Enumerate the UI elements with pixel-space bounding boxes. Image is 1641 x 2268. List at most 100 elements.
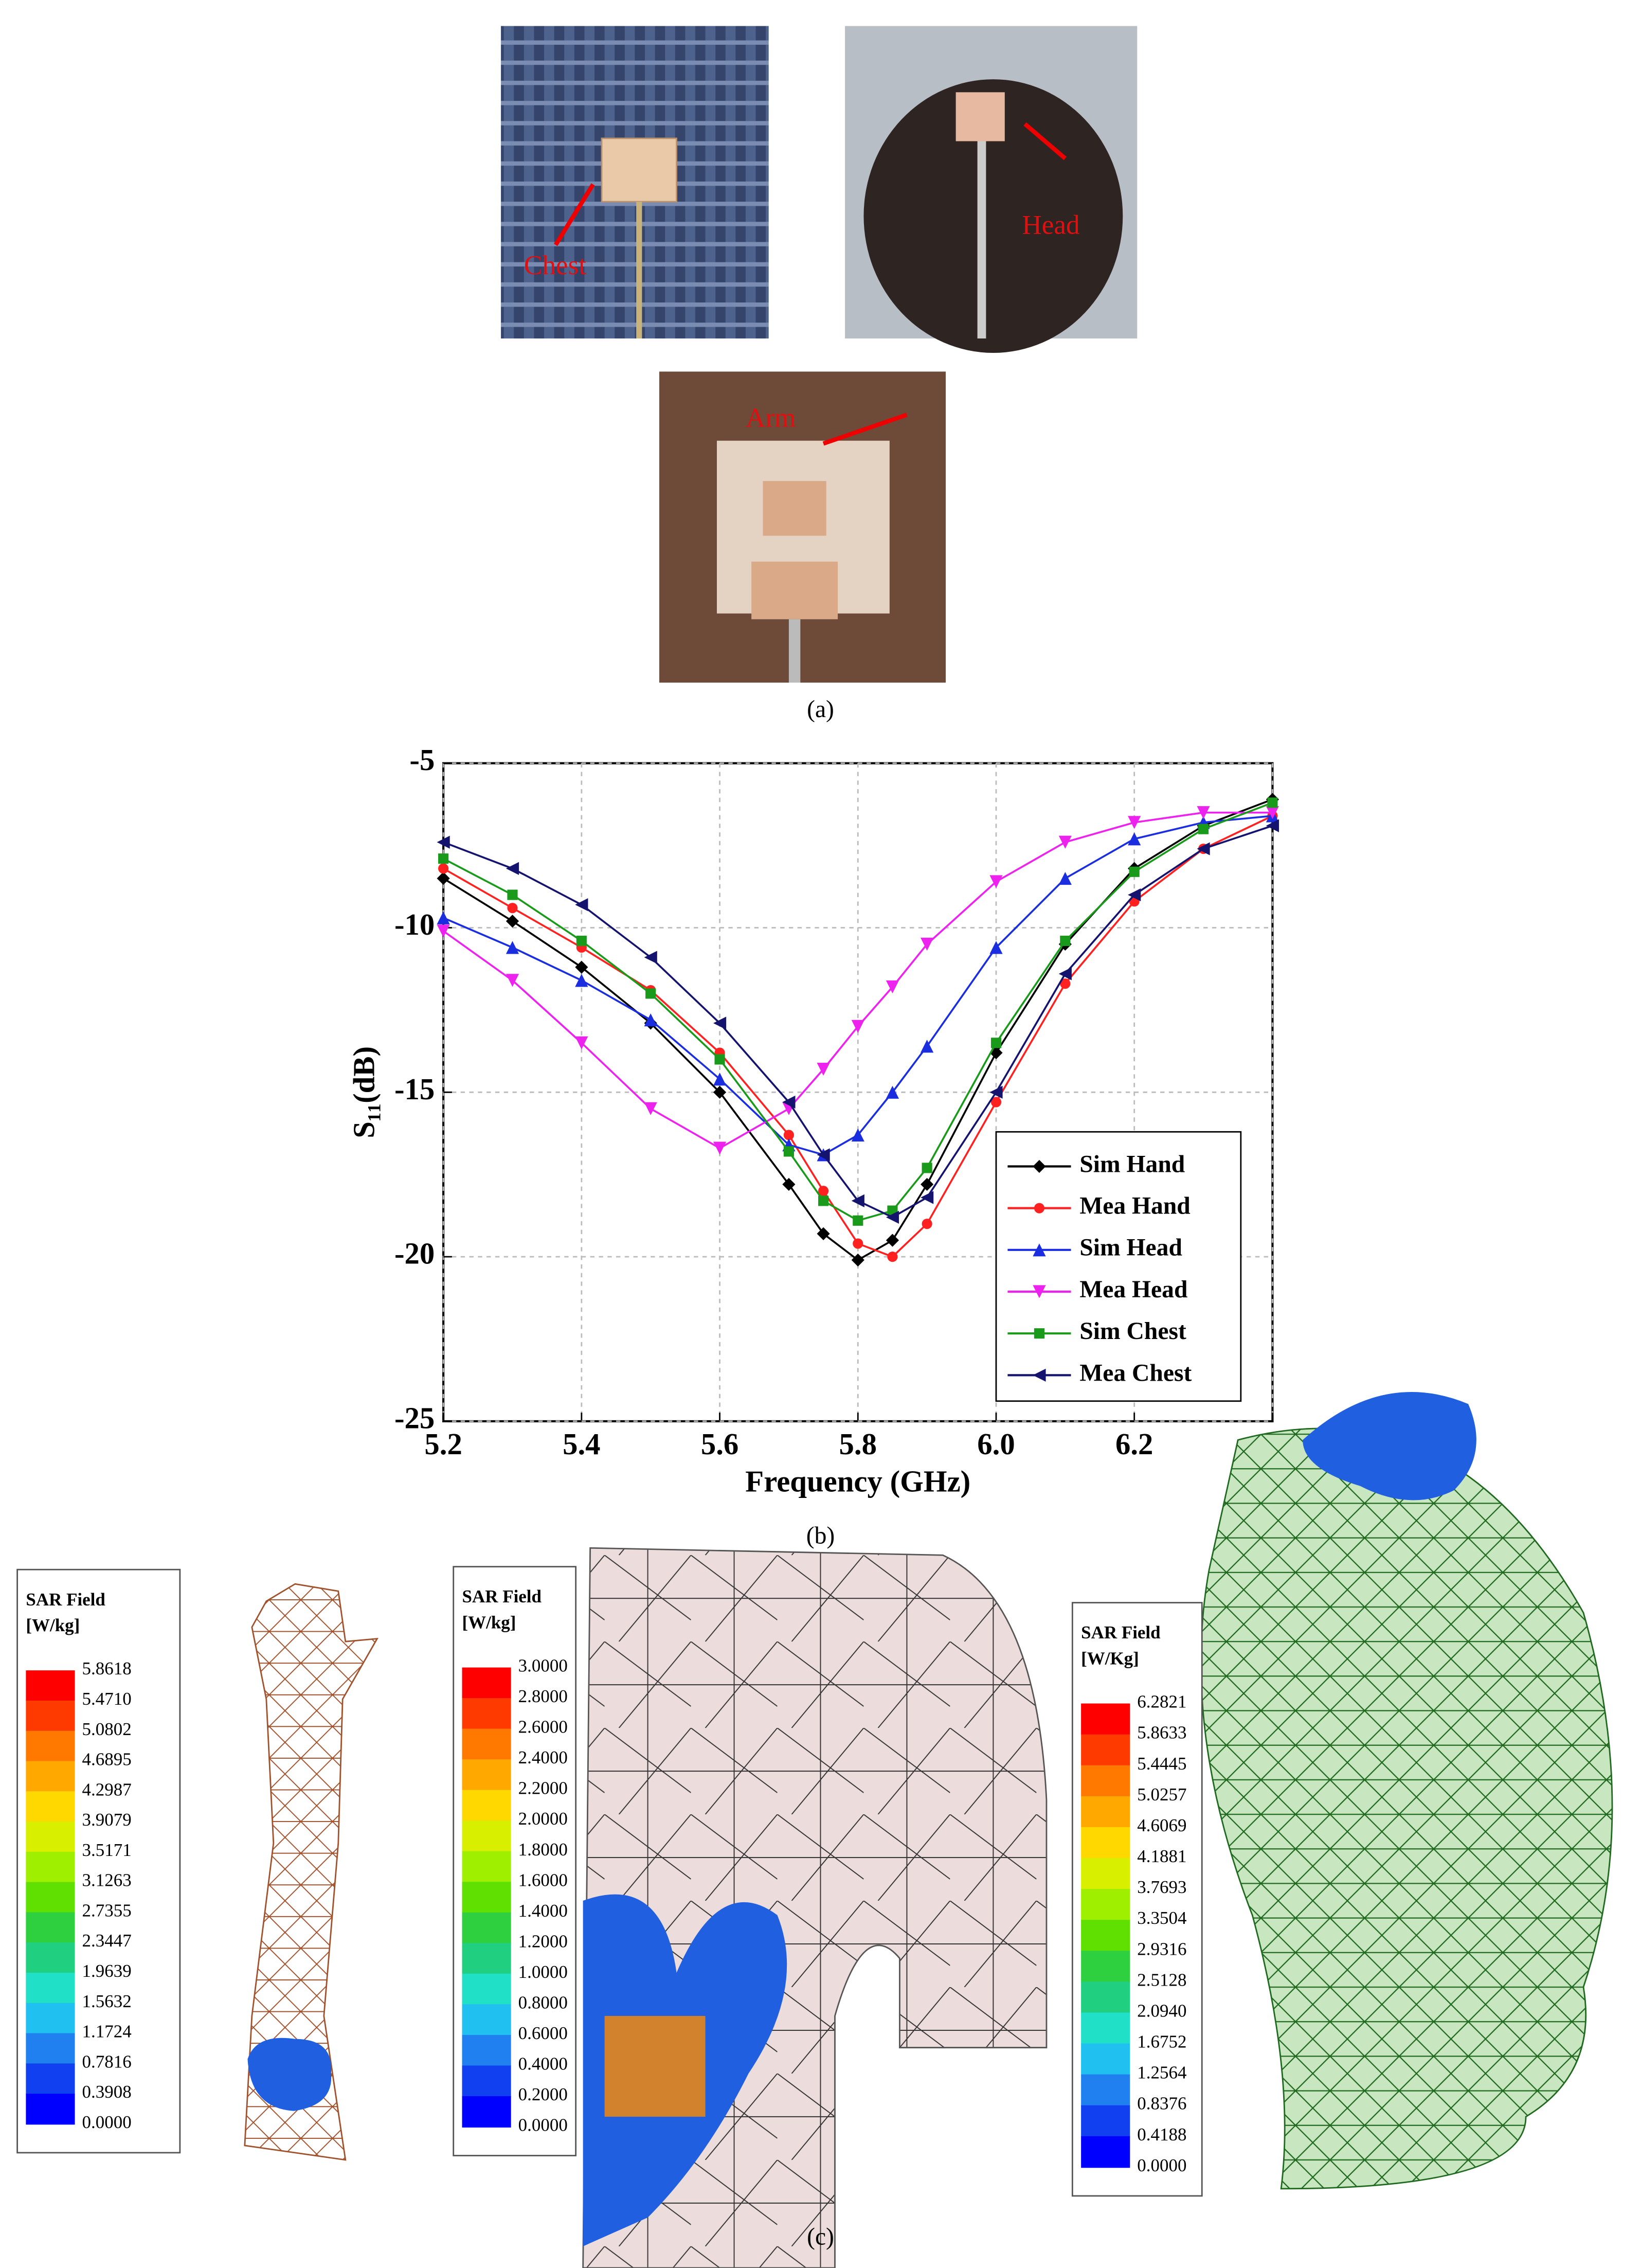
marker — [507, 903, 518, 914]
scale-label: 2.0000 — [518, 1809, 568, 1829]
marker — [817, 1227, 830, 1240]
scale-label: 3.0000 — [518, 1656, 568, 1676]
legend-unit: [W/Kg] — [1081, 1649, 1139, 1669]
x-tick-label: 5.8 — [839, 1427, 877, 1461]
photo-chest: Chest — [501, 26, 769, 338]
marker — [437, 835, 450, 849]
color-band — [1081, 2105, 1130, 2137]
marker — [1033, 1159, 1046, 1173]
marker — [713, 1073, 727, 1086]
legend-label: Sim Chest — [1079, 1318, 1186, 1345]
scale-label: 2.7355 — [82, 1900, 132, 1920]
legend-box — [995, 1131, 1242, 1402]
color-band — [1081, 2012, 1130, 2044]
scale-label: 0.2000 — [518, 2084, 568, 2104]
color-band — [26, 1942, 75, 1974]
antenna — [955, 92, 1005, 141]
marker — [575, 974, 588, 987]
scale-label: 0.4188 — [1137, 2124, 1186, 2145]
color-band — [26, 2063, 75, 2095]
scale-label: 5.4445 — [1137, 1754, 1186, 1774]
scale-label: 0.8376 — [1137, 2094, 1186, 2114]
marker — [576, 936, 587, 947]
y-tick-label: -25 — [394, 1401, 435, 1435]
marker — [853, 1215, 863, 1226]
marker — [1266, 819, 1279, 832]
color-band — [1081, 1703, 1130, 1736]
scale-label: 2.0940 — [1137, 2001, 1186, 2021]
legend-label: Sim Hand — [1079, 1151, 1185, 1177]
legend-label: Sim Head — [1079, 1235, 1182, 1261]
marker — [1129, 866, 1140, 877]
marker — [817, 1148, 830, 1162]
scale-label: 1.8000 — [518, 1840, 568, 1860]
y-axis-label: S₁₁(dB) — [347, 1046, 381, 1138]
scale-label: 2.6000 — [518, 1717, 568, 1737]
scale-label: 0.7816 — [82, 2051, 132, 2071]
x-tick-label: 6.0 — [977, 1427, 1015, 1461]
marker — [713, 1085, 727, 1099]
color-band — [26, 1791, 75, 1823]
wireframe — [244, 1583, 378, 2161]
marker — [818, 1195, 829, 1206]
marker — [989, 875, 1003, 888]
arrow — [822, 413, 908, 446]
sar-legend: SAR Field [W/kg] 5.8618 5.4710 5.0802 4.6895 4… — [16, 1568, 181, 2154]
color-band — [26, 2033, 75, 2064]
color-band — [26, 1670, 75, 1702]
scale-label: 4.2987 — [82, 1779, 132, 1799]
marker — [1197, 842, 1210, 855]
arrow — [1023, 122, 1067, 160]
marker — [853, 1238, 863, 1249]
marker — [1033, 1368, 1046, 1382]
scale-label: 5.8633 — [1137, 1723, 1186, 1743]
arrow — [553, 183, 595, 246]
head-model — [1200, 1392, 1613, 2190]
color-band — [26, 1882, 75, 1913]
marker — [921, 1177, 934, 1191]
marker — [438, 853, 449, 864]
photo-head: Head — [845, 26, 1138, 353]
color-band — [26, 1851, 75, 1883]
marker — [851, 1128, 864, 1142]
scale-label: 0.6000 — [518, 2023, 568, 2043]
color-band — [462, 2065, 511, 2097]
y-tick-label: -15 — [394, 1073, 435, 1106]
arm-model — [244, 1583, 378, 2161]
legend-label: Mea Hand — [1079, 1193, 1190, 1220]
scale-label: 1.9639 — [82, 1961, 132, 1981]
marker — [575, 898, 588, 912]
hair — [863, 79, 1123, 353]
caption: (a) — [807, 696, 834, 723]
scale-label: 3.1263 — [82, 1870, 132, 1890]
marker — [1060, 936, 1071, 947]
marker — [990, 1097, 1002, 1108]
marker — [506, 915, 519, 928]
photo-label: Chest — [524, 250, 586, 280]
scale-label: 0.0000 — [1137, 2155, 1186, 2175]
scale-label: 3.7693 — [1137, 1877, 1186, 1897]
legend-label: Mea Head — [1079, 1276, 1187, 1303]
marker — [437, 924, 450, 938]
color-band — [1081, 1981, 1130, 2013]
scale-label: 1.2564 — [1137, 2063, 1186, 2083]
marker — [989, 1085, 1003, 1099]
torso-model — [582, 1547, 1048, 2268]
color-band — [26, 1972, 75, 2004]
marker — [1034, 1328, 1045, 1339]
scale-label: 5.0802 — [82, 1719, 132, 1739]
marker — [886, 1210, 899, 1224]
marker — [887, 1252, 898, 1262]
marker — [507, 889, 518, 900]
sar-legend: SAR Field [W/kg] 3.0000 2.8000 2.6000 2.4000 2… — [453, 1566, 577, 2156]
scale-label: 2.9316 — [1137, 1939, 1186, 1959]
photo-label: Head — [1022, 210, 1079, 240]
color-band — [26, 1761, 75, 1792]
x-axis-label: Frequency (GHz) — [745, 1465, 970, 1498]
color-band — [1081, 1827, 1130, 1859]
scale-label: 5.4710 — [82, 1689, 132, 1709]
photo-arm: Arm — [659, 371, 946, 683]
marker — [713, 1141, 727, 1155]
scale-label: 1.6000 — [518, 1870, 568, 1890]
antenna — [601, 137, 677, 203]
